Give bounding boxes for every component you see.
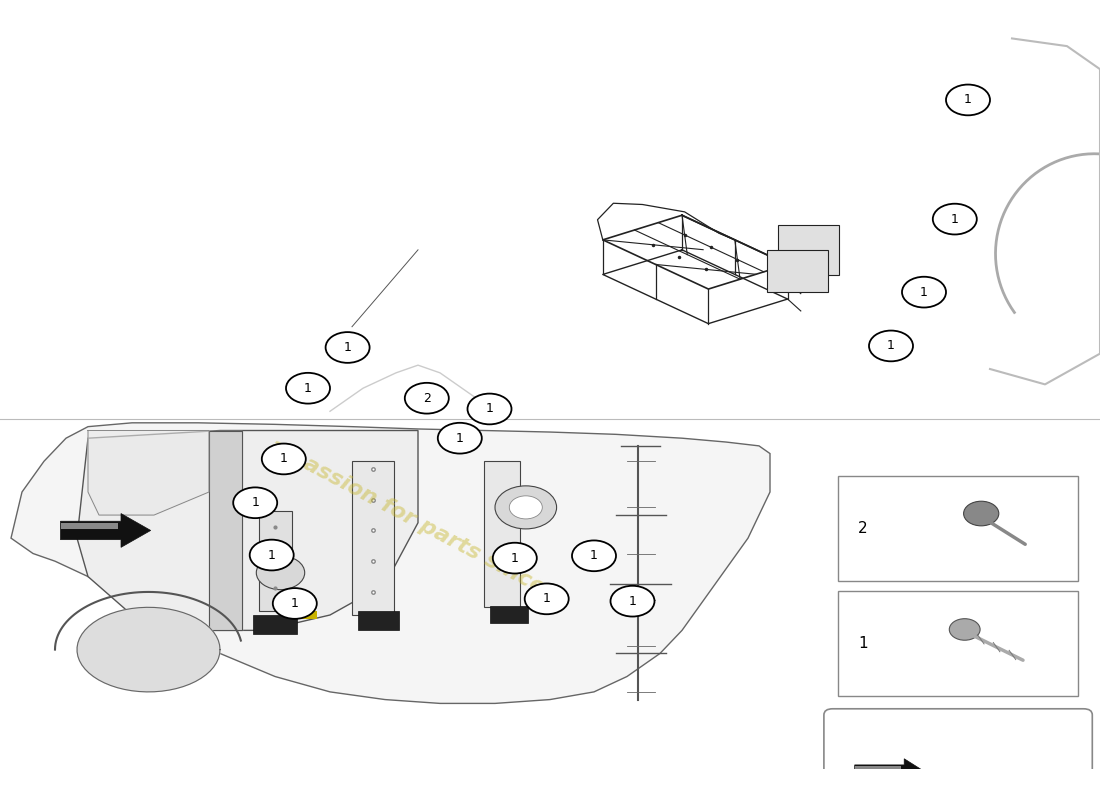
Polygon shape <box>60 514 151 547</box>
Text: 1: 1 <box>510 552 519 565</box>
Circle shape <box>964 502 999 526</box>
Text: 1: 1 <box>304 382 312 394</box>
Polygon shape <box>209 430 242 630</box>
Polygon shape <box>855 758 926 786</box>
Text: 1: 1 <box>279 453 288 466</box>
FancyBboxPatch shape <box>838 477 1078 582</box>
Circle shape <box>405 383 449 414</box>
Text: a passion for parts since...: a passion for parts since... <box>266 435 570 610</box>
Circle shape <box>949 618 980 640</box>
Circle shape <box>495 486 557 529</box>
Polygon shape <box>77 430 418 630</box>
Circle shape <box>233 487 277 518</box>
FancyBboxPatch shape <box>830 772 1086 800</box>
Polygon shape <box>77 607 220 692</box>
FancyBboxPatch shape <box>855 766 901 772</box>
Circle shape <box>438 423 482 454</box>
Circle shape <box>262 443 306 474</box>
Circle shape <box>509 496 542 519</box>
Text: 1: 1 <box>628 594 637 608</box>
FancyBboxPatch shape <box>824 709 1092 800</box>
Text: 1: 1 <box>251 496 260 510</box>
Circle shape <box>468 394 512 424</box>
Text: 701 06: 701 06 <box>921 786 996 800</box>
Text: 1: 1 <box>267 549 276 562</box>
FancyBboxPatch shape <box>490 606 528 622</box>
Circle shape <box>610 586 654 617</box>
Circle shape <box>326 332 370 363</box>
Circle shape <box>273 588 317 619</box>
Circle shape <box>933 204 977 234</box>
Text: 2: 2 <box>422 392 431 405</box>
FancyBboxPatch shape <box>253 615 297 634</box>
FancyBboxPatch shape <box>258 511 292 611</box>
FancyBboxPatch shape <box>60 522 118 529</box>
Text: 1: 1 <box>455 432 464 445</box>
Text: 1: 1 <box>964 94 972 106</box>
Text: 1: 1 <box>485 402 494 415</box>
Circle shape <box>493 542 537 574</box>
Text: 2: 2 <box>858 522 868 537</box>
Polygon shape <box>88 430 209 515</box>
Circle shape <box>902 277 946 307</box>
FancyBboxPatch shape <box>352 462 394 615</box>
Text: 1: 1 <box>590 550 598 562</box>
Circle shape <box>525 583 569 614</box>
FancyBboxPatch shape <box>358 611 399 630</box>
FancyBboxPatch shape <box>297 611 317 619</box>
Circle shape <box>250 540 294 570</box>
Circle shape <box>869 330 913 362</box>
FancyBboxPatch shape <box>768 250 828 293</box>
FancyBboxPatch shape <box>484 462 520 607</box>
Text: 1: 1 <box>950 213 959 226</box>
Circle shape <box>286 373 330 403</box>
Polygon shape <box>11 423 770 703</box>
FancyBboxPatch shape <box>838 591 1078 696</box>
Text: 1: 1 <box>290 597 299 610</box>
Text: 1: 1 <box>920 286 928 298</box>
Text: 1: 1 <box>858 636 868 650</box>
FancyBboxPatch shape <box>779 225 839 275</box>
Text: 1: 1 <box>887 339 895 353</box>
Text: 1: 1 <box>542 592 551 606</box>
Circle shape <box>572 541 616 571</box>
Circle shape <box>256 556 305 590</box>
Text: 1: 1 <box>343 341 352 354</box>
Circle shape <box>946 85 990 115</box>
